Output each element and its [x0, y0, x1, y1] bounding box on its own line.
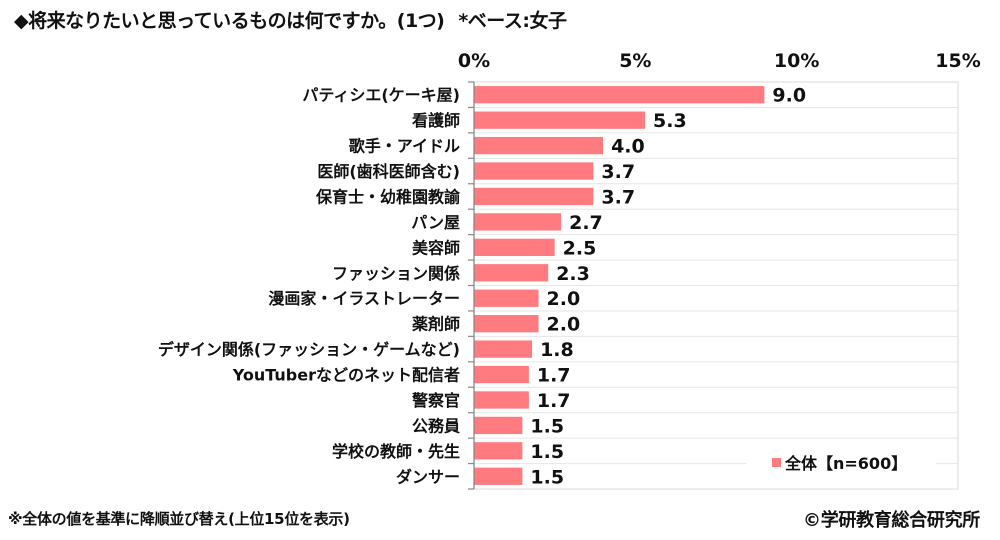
x-tick-label: 5%: [619, 50, 651, 72]
category-label: 警察官: [411, 391, 460, 410]
category-label: ダンサー: [396, 467, 460, 486]
legend: 全体【n=600】: [746, 448, 936, 482]
category-label: 美容師: [412, 238, 460, 257]
value-label: 1.7: [537, 365, 571, 387]
category-label: 保育士・幼稚園教諭: [315, 187, 461, 206]
category-label: ファッション関係: [332, 264, 460, 283]
bars-layer: [474, 86, 765, 485]
bar: [474, 136, 604, 155]
category-label: 看護師: [411, 111, 460, 130]
value-label: 4.0: [611, 136, 645, 158]
category-label: 公務員: [412, 416, 460, 435]
footnote: ※全体の値を基準に降順並び替え(上位15位を表示): [8, 510, 350, 528]
category-label: パン屋: [411, 213, 460, 232]
bar: [474, 86, 765, 104]
bar: [474, 416, 523, 435]
value-label: 1.8: [540, 339, 574, 361]
bar: [474, 238, 555, 256]
value-label: 9.0: [772, 85, 806, 107]
bar: [474, 315, 539, 333]
copyright: ©学研教育総合研究所: [803, 510, 980, 531]
bar: [474, 365, 529, 384]
legend-swatch: [772, 458, 781, 467]
value-label: 1.5: [530, 441, 564, 463]
legend-label: 全体【n=600】: [784, 454, 907, 473]
bar: [474, 289, 539, 307]
category-label: パティシエ(ケーキ屋): [302, 86, 460, 105]
category-label: 薬剤師: [411, 315, 460, 334]
grid-layer: [473, 81, 959, 490]
value-label: 1.5: [530, 415, 564, 437]
bar: [474, 467, 523, 485]
base-note: *ベース:女子: [458, 10, 567, 32]
value-label: 3.7: [601, 186, 635, 208]
bar: [474, 264, 549, 282]
value-label: 3.7: [601, 161, 635, 183]
value-label: 2.7: [569, 212, 603, 234]
value-label: 5.3: [653, 110, 687, 132]
question-text: ◆将来なりたいと思っているものは何ですか。(1つ): [14, 10, 445, 32]
bar: [474, 391, 529, 409]
category-label: 学校の教師・先生: [332, 442, 460, 461]
bar: [474, 340, 533, 358]
category-label: デザイン関係(ファッション・ゲームなど): [158, 340, 460, 359]
value-label: 1.5: [530, 466, 564, 488]
value-label: 2.0: [547, 314, 581, 336]
value-label: 2.0: [547, 288, 581, 310]
x-tick-label: 10%: [774, 50, 819, 72]
chart-title: ◆将来なりたいと思っているものは何ですか。(1つ) *ベース:女子: [14, 6, 567, 33]
bar: [474, 111, 646, 129]
value-label: 2.3: [556, 263, 590, 285]
bar: [474, 162, 594, 180]
category-label: 歌手・アイドル: [349, 137, 460, 156]
x-tick-label: 15%: [935, 50, 980, 72]
axis-layer: [468, 81, 475, 490]
category-label: YouTuberなどのネット配信者: [232, 366, 460, 385]
category-label: 漫画家・イラストレーター: [268, 289, 460, 308]
labels-layer: 0% 5% 10% 15% パティシエ(ケーキ屋) 9.0 看護師 5.3 歌手・アイドル 4.0…: [158, 50, 981, 488]
bar: [474, 187, 594, 206]
bar: [474, 213, 562, 231]
x-tick-label: 0%: [458, 50, 490, 72]
category-label: 医師(歯科医師含む): [317, 162, 460, 181]
bar: [474, 442, 523, 460]
value-label: 1.7: [537, 390, 571, 412]
value-label: 2.5: [563, 237, 597, 259]
